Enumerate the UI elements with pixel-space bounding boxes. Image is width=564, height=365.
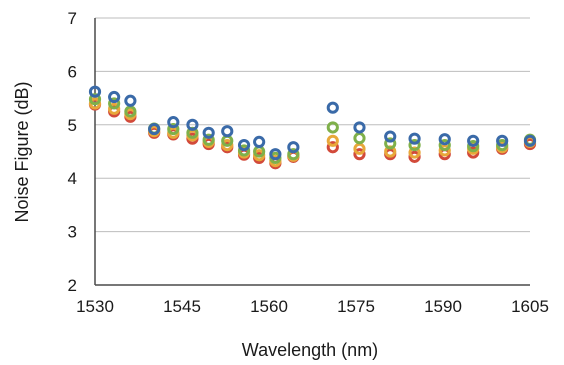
x-tick-label: 1590 bbox=[424, 297, 462, 316]
data-point-s2-4 bbox=[167, 122, 180, 136]
data-point-s1-8 bbox=[237, 138, 251, 152]
data-point-s2-13 bbox=[353, 132, 366, 145]
data-point-s1-10 bbox=[269, 148, 282, 161]
data-point-s1-2 bbox=[124, 94, 137, 107]
data-point-s2-1 bbox=[108, 97, 121, 110]
x-tick-label: 1605 bbox=[511, 297, 549, 316]
y-tick-label: 4 bbox=[68, 169, 77, 188]
data-point-s2-11 bbox=[287, 148, 300, 161]
data-point-s3-15 bbox=[408, 146, 421, 159]
data-point-s1-18 bbox=[496, 134, 509, 147]
data-point-s1-19 bbox=[523, 134, 537, 147]
x-tick-label: 1530 bbox=[76, 297, 114, 316]
data-point-s2-18 bbox=[496, 138, 509, 152]
tick-labels: 2 3 4 5 6 7 1530 1545 1560 1575 1590 1605 bbox=[68, 9, 549, 316]
data-point-s3-7 bbox=[221, 138, 234, 152]
data-point-s1-14 bbox=[384, 130, 397, 143]
data-point-s1-7 bbox=[221, 125, 234, 138]
data-point-s1-1 bbox=[108, 90, 121, 104]
data-point-s1-13 bbox=[353, 121, 366, 134]
gridlines bbox=[95, 17, 530, 233]
data-point-s4-13 bbox=[353, 148, 366, 161]
axes bbox=[94, 18, 530, 286]
y-tick-label: 6 bbox=[68, 62, 77, 81]
data-point-s2-16 bbox=[438, 138, 451, 152]
data-point-s1-0 bbox=[88, 85, 102, 98]
data-point-s3-1 bbox=[108, 102, 121, 115]
x-tick-label: 1560 bbox=[250, 297, 288, 316]
data-point-s2-0 bbox=[88, 93, 102, 106]
data-point-s2-8 bbox=[237, 144, 251, 157]
data-point-s1-15 bbox=[408, 132, 421, 145]
data-point-s2-6 bbox=[202, 133, 215, 146]
data-point-s1-4 bbox=[167, 116, 180, 129]
data-point-s4-12 bbox=[326, 141, 339, 154]
data-point-s3-0 bbox=[88, 97, 102, 110]
x-tick-label: 1545 bbox=[163, 297, 201, 316]
y-tick-label: 7 bbox=[68, 9, 77, 28]
data-point-s3-16 bbox=[438, 144, 451, 157]
y-tick-label: 2 bbox=[68, 276, 77, 295]
data-point-s1-16 bbox=[438, 133, 451, 146]
y-axis-label: Noise Figure (dB) bbox=[12, 81, 32, 222]
x-axis-label: Wavelength (nm) bbox=[242, 340, 378, 360]
data-point-s1-3 bbox=[148, 122, 161, 136]
data-point-s2-15 bbox=[408, 138, 421, 152]
x-tick-label: 1575 bbox=[337, 297, 375, 316]
data-point-s1-11 bbox=[287, 141, 300, 154]
data-point-s2-17 bbox=[467, 140, 480, 153]
data-point-s2-14 bbox=[384, 137, 397, 150]
data-point-s1-5 bbox=[186, 118, 199, 131]
data-point-s1-12 bbox=[326, 101, 339, 114]
data-point-s1-17 bbox=[467, 134, 480, 147]
data-point-s2-12 bbox=[326, 121, 339, 134]
data-point-s1-9 bbox=[253, 135, 266, 148]
y-tick-label: 3 bbox=[68, 223, 77, 242]
data-point-s4-15 bbox=[408, 150, 421, 163]
data-point-s3-12 bbox=[326, 134, 339, 147]
data-point-s1-6 bbox=[202, 126, 215, 139]
y-tick-label: 5 bbox=[68, 116, 77, 135]
data-points bbox=[88, 85, 537, 170]
